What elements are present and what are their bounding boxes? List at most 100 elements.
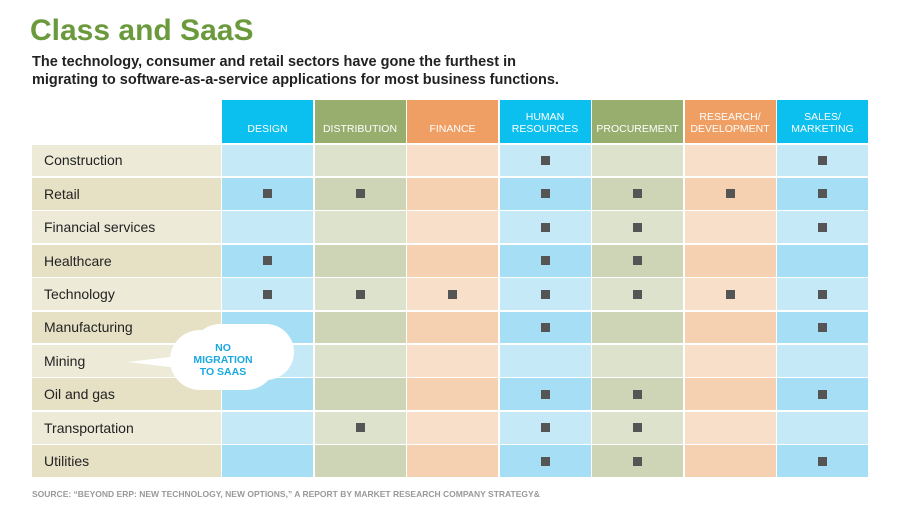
table-cell <box>499 411 591 444</box>
table-cell <box>592 311 683 344</box>
row-label: Construction <box>32 144 221 177</box>
table-cell <box>222 211 313 244</box>
table-cell <box>684 278 776 310</box>
table-cell <box>499 244 591 277</box>
adoption-mark <box>725 189 735 199</box>
table-cell <box>684 311 776 344</box>
table-cell <box>592 378 683 411</box>
table-cell <box>592 177 683 210</box>
table-cell <box>222 244 313 277</box>
page-title: Class and SaaS <box>30 14 254 47</box>
table-cell <box>407 378 498 411</box>
table-cell <box>222 278 313 310</box>
table-cell <box>684 177 776 210</box>
row-label: Manufacturing <box>32 311 221 344</box>
adoption-mark <box>818 456 827 466</box>
table-cell <box>314 144 406 177</box>
table-cell <box>314 445 406 477</box>
row-label: Transportation <box>32 411 221 444</box>
row-label: Healthcare <box>32 244 221 277</box>
table-cell <box>499 177 591 210</box>
callout-text: NO MIGRATION TO SAAS <box>193 342 253 378</box>
table-cell <box>684 411 776 444</box>
adoption-mark <box>263 289 272 299</box>
adoption-mark <box>540 456 550 466</box>
table-cell <box>777 144 868 177</box>
table-cell <box>314 244 406 277</box>
table-cell <box>777 278 868 310</box>
adoption-mark <box>818 222 827 232</box>
row-label: Technology <box>32 278 221 310</box>
table-cell <box>407 211 498 244</box>
table-cell <box>684 144 776 177</box>
column-header: HUMAN RESOURCES <box>499 100 591 143</box>
table-cell <box>499 344 591 377</box>
adoption-mark <box>818 289 827 299</box>
table-cell <box>684 378 776 411</box>
adoption-mark <box>263 256 272 266</box>
table-cell <box>222 445 313 477</box>
table-cell <box>222 177 313 210</box>
adoption-mark <box>633 222 642 232</box>
table-cell <box>592 144 683 177</box>
table-cell <box>592 211 683 244</box>
table-cell <box>592 244 683 277</box>
adoption-mark <box>540 389 550 399</box>
adoption-mark <box>540 423 550 433</box>
no-migration-callout: NO MIGRATION TO SAAS <box>170 330 276 390</box>
adoption-mark <box>263 189 272 199</box>
table-cell <box>499 278 591 310</box>
table-cell <box>684 445 776 477</box>
adoption-mark <box>355 189 365 199</box>
adoption-mark <box>540 322 550 332</box>
adoption-mark <box>633 256 642 266</box>
table-cell <box>407 144 498 177</box>
adoption-mark <box>633 423 642 433</box>
row-label: Retail <box>32 177 221 210</box>
table-cell <box>592 411 683 444</box>
table-cell <box>777 311 868 344</box>
adoption-mark <box>818 322 827 332</box>
table-cell <box>407 445 498 477</box>
table-cell <box>407 344 498 377</box>
adoption-mark <box>818 389 827 399</box>
table-cell <box>777 378 868 411</box>
row-label: Financial services <box>32 211 221 244</box>
adoption-mark <box>448 289 457 299</box>
table-cell <box>592 278 683 310</box>
adoption-mark <box>633 289 642 299</box>
adoption-mark <box>540 222 550 232</box>
source-note: SOURCE: “BEYOND ERP: NEW TECHNOLOGY, NEW… <box>32 489 540 499</box>
column-header: DISTRIBUTION <box>314 100 406 143</box>
adoption-mark <box>818 189 827 199</box>
table-cell <box>407 244 498 277</box>
table-cell <box>222 411 313 444</box>
table-cell <box>314 411 406 444</box>
table-cell <box>777 211 868 244</box>
adoption-mark <box>355 289 365 299</box>
adoption-mark <box>540 189 550 199</box>
adoption-mark <box>633 389 642 399</box>
table-cell <box>592 445 683 477</box>
table-cell <box>314 177 406 210</box>
table-cell <box>684 344 776 377</box>
column-header: RESEARCH/ DEVELOPMENT <box>684 100 776 143</box>
table-cell <box>407 411 498 444</box>
table-cell <box>777 445 868 477</box>
table-cell <box>314 211 406 244</box>
adoption-mark <box>540 155 550 165</box>
table-cell <box>407 177 498 210</box>
column-header: PROCUREMENT <box>592 100 683 143</box>
table-cell <box>314 311 406 344</box>
adoption-mark <box>540 256 550 266</box>
table-cell <box>314 378 406 411</box>
adoption-mark <box>633 189 642 199</box>
table-cell <box>407 311 498 344</box>
table-cell <box>499 445 591 477</box>
table-cell <box>684 211 776 244</box>
table-cell <box>777 244 868 277</box>
callout-tail <box>128 356 178 368</box>
adoption-mark <box>818 155 827 165</box>
column-header: DESIGN <box>222 100 313 143</box>
table-cell <box>777 411 868 444</box>
